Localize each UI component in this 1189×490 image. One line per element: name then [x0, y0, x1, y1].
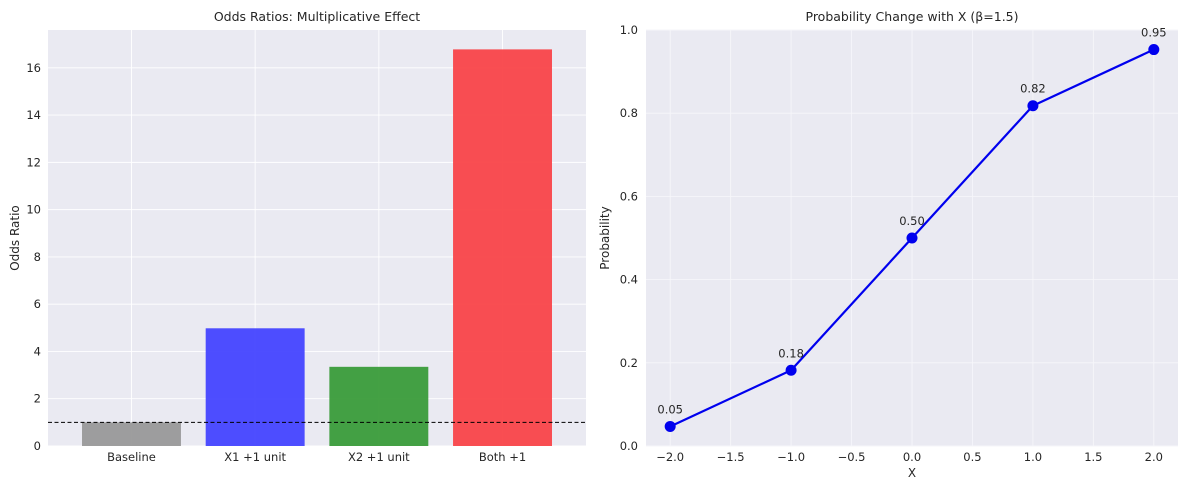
left-x-tick-label: Both +1: [479, 450, 526, 464]
right-x-tick-label: 0.0: [903, 450, 921, 464]
right-y-axis-label: Probability: [598, 206, 612, 269]
data-point-label: 0.95: [1141, 26, 1167, 40]
left-x-tick-label: X1 +1 unit: [224, 450, 286, 464]
right-x-tick-label: −1.5: [717, 450, 745, 464]
data-point-label: 0.50: [899, 214, 925, 228]
data-point-label: 0.05: [657, 402, 683, 416]
bar-baseline: [82, 422, 181, 446]
right-y-tick-label: 0.0: [620, 439, 638, 453]
left-x-tick-label: X2 +1 unit: [348, 450, 410, 464]
right-gridlines: [646, 29, 1178, 447]
probability-line-chart: 0.050.180.500.820.95 0.00.20.40.60.81.0 …: [598, 9, 1178, 480]
bar-both-1: [453, 49, 552, 447]
bar-x2-1-unit: [329, 366, 429, 446]
left-y-tick-label: 2: [34, 392, 41, 406]
left-y-tick-label: 6: [34, 297, 41, 311]
data-point: [664, 420, 676, 432]
left-bars: [82, 49, 552, 447]
left-x-tick-labels: Baseline X1 +1 unit X2 +1 unit Both +1: [107, 450, 526, 464]
left-x-tick-label: Baseline: [107, 450, 156, 464]
data-point: [785, 364, 797, 376]
right-x-tick-label: 1.5: [1084, 450, 1102, 464]
left-y-axis-label: Odds Ratio: [8, 205, 22, 271]
right-y-tick-label: 1.0: [620, 23, 638, 37]
right-x-tick-labels: −2.0 −1.5 −1.0 −0.5 0.0 0.5 1.0 1.5 2.0: [656, 450, 1163, 464]
right-x-tick-label: 2.0: [1145, 450, 1163, 464]
right-x-tick-label: 1.0: [1024, 450, 1042, 464]
data-point-label: 0.18: [778, 346, 804, 360]
left-y-tick-label: 14: [26, 108, 41, 122]
left-y-tick-labels: 0 2 4 6 8 10 12 14 16: [26, 61, 41, 453]
right-series: 0.05 0.18 0.50 0.82 0.95: [657, 26, 1167, 432]
left-y-tick-label: 16: [26, 61, 41, 75]
data-point: [1027, 100, 1039, 112]
left-chart-title: Odds Ratios: Multiplicative Effect: [214, 9, 420, 24]
left-y-tick-label: 8: [34, 250, 41, 264]
left-y-tick-label: 0: [34, 439, 41, 453]
right-x-tick-label: −2.0: [656, 450, 684, 464]
right-x-tick-label: −1.0: [777, 450, 805, 464]
left-y-tick-label: 12: [26, 155, 41, 169]
right-y-tick-label: 0.8: [620, 106, 638, 120]
right-x-axis-label: X: [908, 466, 916, 480]
data-point-label: 0.82: [1020, 82, 1046, 96]
right-y-tick-label: 0.4: [620, 273, 638, 287]
right-x-tick-label: −0.5: [838, 450, 866, 464]
right-y-tick-labels: 0.0 0.2 0.4 0.6 0.8 1.0: [620, 23, 638, 453]
bar-x1-1-unit: [205, 328, 305, 446]
right-y-tick-label: 0.2: [620, 356, 638, 370]
odds-ratio-bar-chart: 0 2 4 6 8 10 12 14 16 Baseline X1 +1 unit X2 +1 un…: [8, 9, 586, 464]
left-y-tick-label: 10: [26, 203, 41, 217]
left-y-tick-label: 4: [34, 344, 41, 358]
right-chart-title: Probability Change with X (β=1.5): [806, 9, 1019, 24]
data-point: [906, 232, 918, 244]
data-point: [1148, 44, 1160, 56]
right-x-tick-label: 0.5: [963, 450, 981, 464]
right-y-tick-label: 0.6: [620, 189, 638, 203]
